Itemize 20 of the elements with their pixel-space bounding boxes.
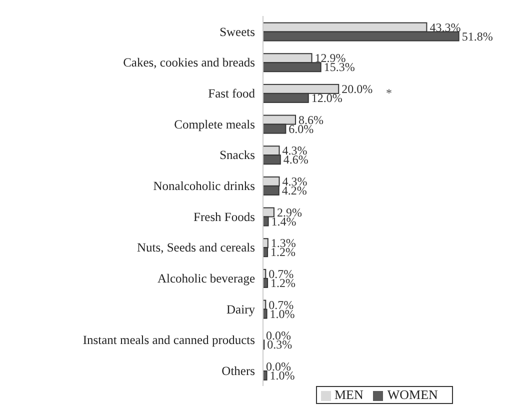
bar [263,370,268,380]
data-label: 51.8% [462,29,493,44]
y-tick-label: Nonalcoholic drinks [153,179,256,194]
y-tick-label: Instant meals and canned products [82,333,256,348]
data-label: 12.0% [311,90,342,105]
legend-label: WOMEN [387,387,438,402]
legend-label: MEN [334,387,364,402]
y-tick-label: Snacks [220,148,256,162]
y-tick-label: Fresh Foods [194,210,256,224]
y-tick-label: Sweets [220,24,256,39]
annotation: * [386,86,392,101]
data-label: 43.3% [430,20,461,34]
y-tick-label: Complete meals [174,117,256,132]
y-tick-label: Nuts, Seeds and cereals [136,240,256,255]
y-tick-label: Alcoholic beverage [157,272,256,286]
y-tick-label: Cakes, cookies and breads [123,56,256,70]
y-tick-label: Dairy [226,302,256,316]
y-tick-label: Others [222,364,256,378]
y-tick-label: Fast food [208,86,256,101]
data-label: 20.0% [342,82,373,96]
